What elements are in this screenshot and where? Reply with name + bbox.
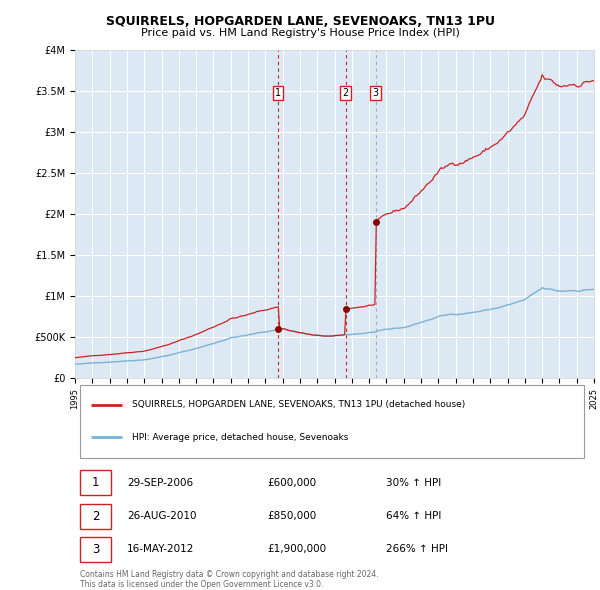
Text: 64% ↑ HPI: 64% ↑ HPI	[386, 511, 442, 521]
Text: 3: 3	[92, 543, 100, 556]
Text: HPI: Average price, detached house, Sevenoaks: HPI: Average price, detached house, Seve…	[132, 432, 349, 442]
Text: £600,000: £600,000	[267, 478, 316, 488]
Text: 16-MAY-2012: 16-MAY-2012	[127, 545, 194, 555]
Text: 266% ↑ HPI: 266% ↑ HPI	[386, 545, 448, 555]
FancyBboxPatch shape	[80, 537, 112, 562]
Text: 3: 3	[373, 88, 379, 98]
Text: £850,000: £850,000	[267, 511, 316, 521]
FancyBboxPatch shape	[80, 385, 584, 458]
Text: Price paid vs. HM Land Registry's House Price Index (HPI): Price paid vs. HM Land Registry's House …	[140, 28, 460, 38]
Text: 1: 1	[275, 88, 281, 98]
Text: 29-SEP-2006: 29-SEP-2006	[127, 478, 193, 488]
Text: 2: 2	[92, 510, 100, 523]
FancyBboxPatch shape	[80, 470, 112, 495]
Text: £1,900,000: £1,900,000	[267, 545, 326, 555]
Text: This data is licensed under the Open Government Licence v3.0.: This data is licensed under the Open Gov…	[80, 581, 323, 589]
Text: SQUIRRELS, HOPGARDEN LANE, SEVENOAKS, TN13 1PU (detached house): SQUIRRELS, HOPGARDEN LANE, SEVENOAKS, TN…	[132, 401, 466, 409]
Text: 26-AUG-2010: 26-AUG-2010	[127, 511, 196, 521]
FancyBboxPatch shape	[80, 503, 112, 529]
Text: 2: 2	[343, 88, 349, 98]
Text: 30% ↑ HPI: 30% ↑ HPI	[386, 478, 442, 488]
Text: Contains HM Land Registry data © Crown copyright and database right 2024.: Contains HM Land Registry data © Crown c…	[80, 570, 379, 579]
Text: 1: 1	[92, 476, 100, 489]
Text: SQUIRRELS, HOPGARDEN LANE, SEVENOAKS, TN13 1PU: SQUIRRELS, HOPGARDEN LANE, SEVENOAKS, TN…	[106, 15, 494, 28]
